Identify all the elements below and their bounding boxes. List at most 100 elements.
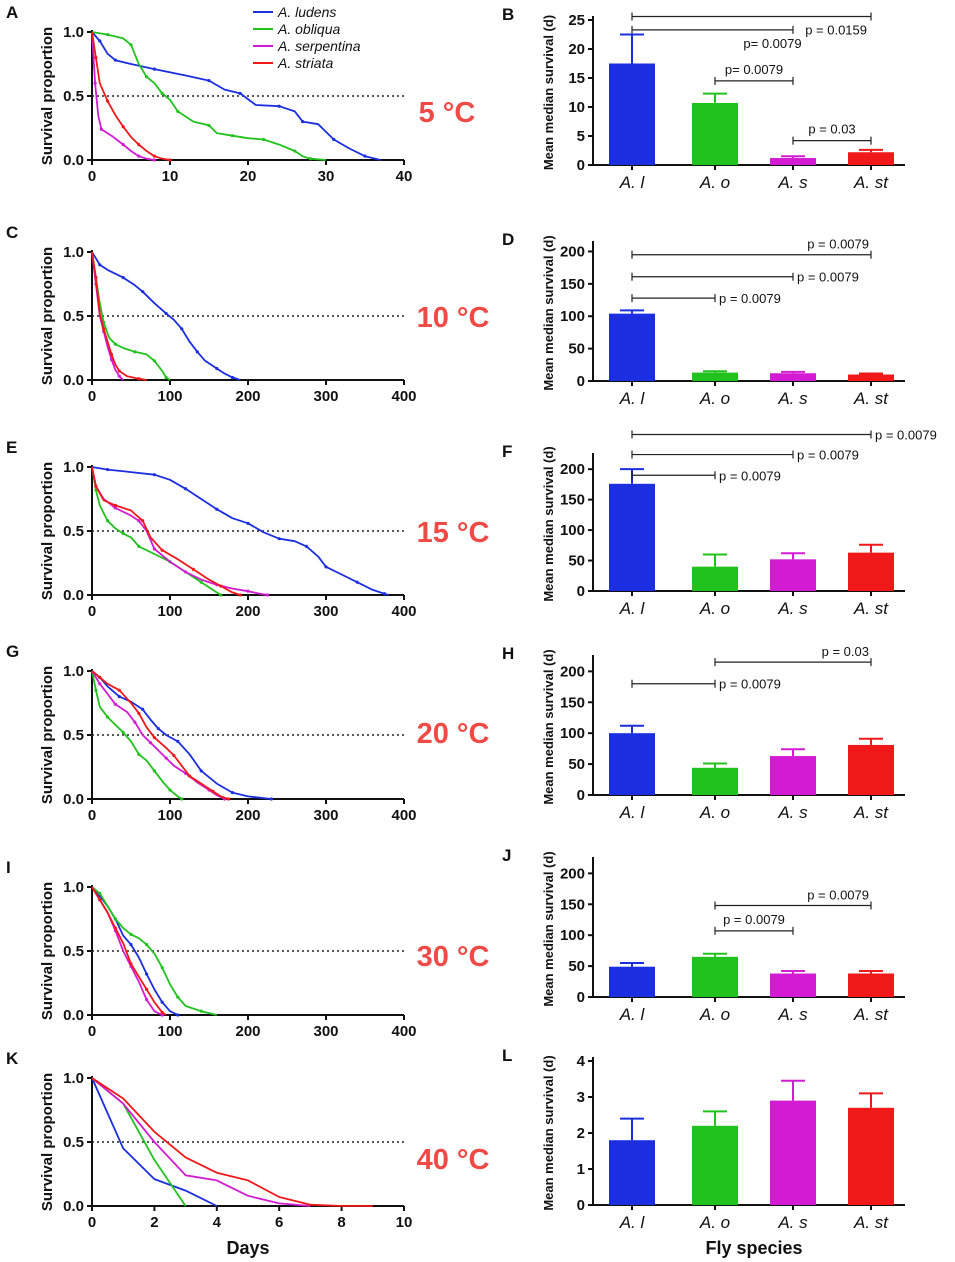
x-tick-label: 0 (88, 1214, 96, 1231)
series-point-astriata (113, 503, 117, 507)
y-tick-label: 0.0 (63, 587, 84, 604)
bar-ast (848, 152, 894, 165)
series-point-aserpentina (133, 720, 137, 724)
category-label-as: A. s (777, 1213, 808, 1232)
legend-label-ser: A. serpentina (277, 38, 361, 54)
series-point-aserpentina (137, 519, 141, 523)
series-point-aobliqua (152, 359, 156, 363)
category-label-as: A. s (777, 1005, 808, 1024)
temperature-label-a: 5 °C (419, 97, 476, 129)
panel-k: K 0.0 0.5 1.0 0 2 4 6 8 10 Survival proportion 40 °… (6, 1049, 489, 1231)
series-point-aludens (141, 707, 145, 712)
series-line-aobliqua (91, 466, 222, 596)
bar-al (609, 63, 655, 165)
series-point-astriata (191, 567, 195, 572)
y-tick-label: 20 (568, 41, 585, 58)
y-axis-label-f: Mean median survival (d) (541, 446, 556, 601)
y-tick-label: 4 (577, 1053, 586, 1070)
p-value-label: p = 0.0079 (807, 888, 869, 903)
series-point-astriata (226, 797, 231, 801)
category-label-ast: A. st (853, 173, 889, 192)
y-tick-label: 0 (577, 787, 585, 804)
series-point-aobliqua (98, 891, 102, 896)
x-tick-label: 10 (396, 1214, 413, 1231)
series-point-astriata (168, 158, 172, 162)
x-tick-label: 300 (313, 1023, 338, 1040)
series-point-aserpentina (98, 682, 102, 686)
legend-label-str: A. striata (277, 55, 333, 71)
x-tick-label: 100 (157, 807, 182, 824)
panel-label-l: L (502, 1046, 512, 1065)
category-label-ast: A. st (853, 1005, 889, 1024)
category-label-ao: A. o (699, 389, 730, 408)
p-value-label: p = 0.0079 (875, 427, 937, 442)
series-point-aobliqua (199, 1009, 203, 1013)
bar-al (609, 483, 655, 591)
series-point-aobliqua (137, 752, 141, 756)
y-tick-label: 0.5 (63, 523, 84, 540)
x-tick-label: 0 (88, 388, 96, 405)
category-label-as: A. s (777, 389, 808, 408)
series-point-aserpentina (164, 756, 168, 760)
category-label-ast: A. st (853, 803, 889, 822)
series-point-aserpentina (93, 81, 97, 85)
series-point-astriata (145, 987, 149, 992)
x-tick-label: 8 (337, 1214, 345, 1231)
bar-al (609, 313, 655, 381)
series-point-astriata (160, 1010, 164, 1015)
series-point-aobliqua (137, 544, 141, 548)
series-point-astriata (219, 584, 223, 588)
y-tick-label: 150 (560, 896, 585, 913)
series-point-aludens (180, 327, 184, 331)
category-label-al: A. l (619, 803, 646, 822)
y-tick-label: 50 (568, 553, 585, 570)
y-tick-label: 200 (560, 663, 585, 680)
series-point-aserpentina (137, 154, 141, 158)
panel-i: I 0.0 0.5 1.0 0 100 200 300 400 Survival proporti… (6, 858, 489, 1040)
y-tick-label: 25 (568, 12, 585, 29)
series-point-aludens (332, 137, 336, 142)
y-tick-label: 1.0 (63, 1070, 84, 1087)
series-line-aludens (91, 886, 179, 1016)
x-tick-label: 400 (391, 807, 416, 824)
bar-al (609, 733, 655, 795)
x-tick-label: 4 (213, 1214, 222, 1231)
series-point-astriata (152, 154, 156, 158)
category-label-ao: A. o (699, 1213, 730, 1232)
panel-a: A 0.0 0.5 1.0 0 10 20 30 40 Survival proportion 5 … (6, 3, 475, 185)
series-point-aludens (215, 507, 219, 511)
series-point-aludens (199, 769, 203, 773)
series-point-astriata (113, 926, 117, 930)
y-tick-label: 3 (577, 1089, 585, 1106)
series-point-aludens (145, 972, 149, 976)
series-point-aludens (176, 739, 180, 744)
y-axis-label-h: Mean median survival (d) (541, 649, 556, 804)
y-tick-label: 50 (568, 756, 585, 773)
series-point-aludens (160, 1000, 164, 1004)
series-point-aserpentina (160, 1013, 164, 1017)
series-point-aobliqua (199, 580, 203, 584)
series-point-aobliqua (168, 788, 172, 792)
series-line-aserpentina (91, 670, 225, 800)
p-value-label: p = 0.0079 (719, 677, 781, 692)
series-point-aobliqua (207, 123, 211, 128)
p-value-label: p = 0.0159 (805, 23, 867, 38)
y-tick-label: 0 (577, 989, 585, 1006)
x-tick-label: 400 (391, 1023, 416, 1040)
series-point-aobliqua (293, 149, 297, 153)
temperature-label-g: 20 °C (417, 718, 490, 750)
series-line-aludens (91, 251, 241, 381)
series-point-astriata (102, 327, 106, 331)
series-point-astriata (98, 898, 102, 902)
y-tick-label: 200 (560, 461, 585, 478)
bar-as (770, 559, 816, 591)
y-tick-label: 0 (577, 1197, 585, 1214)
category-label-ao: A. o (699, 599, 730, 618)
x-tick-label: 100 (157, 388, 182, 405)
series-point-aobliqua (176, 109, 180, 113)
series-point-astriata (137, 377, 141, 381)
bar-as (770, 373, 816, 381)
category-label-ao: A. o (699, 1005, 730, 1024)
panel-j: J 0 50 100 150 200 Mean median survival (d) A. … (502, 846, 905, 1024)
y-tick-label: 100 (560, 927, 585, 944)
